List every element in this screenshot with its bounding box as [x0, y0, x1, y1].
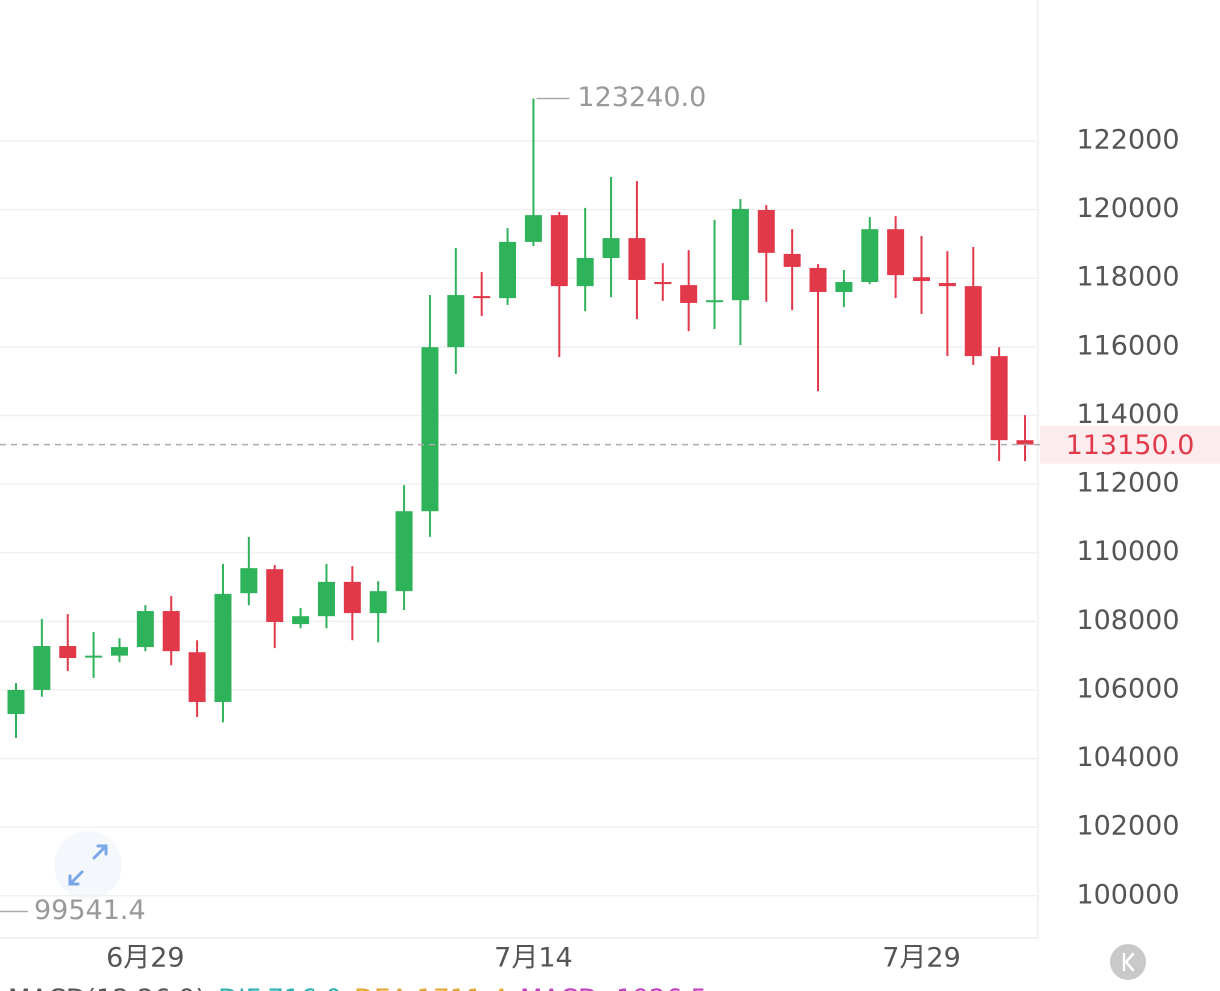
expand-icon[interactable]	[68, 844, 108, 886]
candle-body	[292, 616, 310, 625]
candle-body	[136, 611, 154, 648]
candle-body	[757, 209, 775, 253]
candle-body	[1016, 440, 1034, 445]
candle-body	[266, 569, 284, 623]
y-tick-label: 122000	[1076, 125, 1179, 156]
candle-body	[938, 283, 956, 287]
candle-body	[33, 646, 51, 690]
candle-body	[343, 581, 361, 614]
candle-body	[317, 581, 335, 617]
candle-body	[783, 253, 801, 267]
last-price-label: 113150.0	[1066, 430, 1195, 461]
candle-body	[913, 277, 931, 281]
candle-body	[628, 238, 646, 280]
last-price-box	[1040, 425, 1220, 464]
collapse-button[interactable]	[1110, 944, 1146, 980]
y-tick-label: 104000	[1076, 742, 1179, 773]
candle-body	[395, 511, 413, 592]
candle-body	[240, 568, 258, 594]
x-tick-label: 7月14	[494, 943, 573, 974]
y-tick-label: 112000	[1076, 468, 1179, 499]
y-tick-label: 118000	[1076, 262, 1179, 293]
candle-body	[499, 241, 517, 299]
candle-body	[110, 647, 128, 656]
max-annotation-label: 123240.0	[577, 82, 706, 113]
indicator-label: DEA:1711.4	[354, 985, 508, 991]
candle-body	[421, 347, 439, 512]
expand-button-bg[interactable]	[54, 831, 122, 899]
candle-body	[369, 591, 387, 614]
candle-body	[162, 611, 180, 652]
collapse-button-bg[interactable]	[1110, 944, 1146, 980]
candle-body	[473, 296, 491, 299]
y-tick-label: 102000	[1076, 811, 1179, 842]
candle-body	[59, 646, 77, 659]
candle-body	[964, 286, 982, 357]
candle-body	[576, 258, 594, 287]
expand-button[interactable]	[54, 831, 122, 899]
candle-body	[706, 300, 724, 303]
candle-body	[680, 285, 698, 303]
y-tick-label: 120000	[1076, 193, 1179, 224]
candle-body	[861, 229, 879, 283]
y-tick-label: 116000	[1076, 330, 1179, 361]
indicator-label: MACD:-1926.5	[520, 985, 707, 991]
x-tick-label: 7月29	[882, 943, 961, 974]
candle-body	[85, 655, 103, 658]
candle-body	[524, 215, 542, 242]
indicator-label: DIF:716.0	[218, 985, 342, 991]
candle-body	[550, 215, 568, 287]
y-tick-label: 114000	[1076, 399, 1179, 430]
indicator-label: MACD(12,26,9)	[8, 985, 205, 991]
x-tick-label: 6月29	[106, 943, 185, 974]
candle-body	[887, 229, 905, 276]
candle-body	[809, 267, 827, 292]
candle-body	[835, 282, 853, 292]
y-tick-label: 110000	[1076, 536, 1179, 567]
collapse-icon[interactable]	[1122, 952, 1135, 972]
candle-body	[214, 593, 232, 702]
y-tick-label: 106000	[1076, 673, 1179, 704]
candle-body	[447, 295, 465, 348]
candle-body	[602, 238, 620, 259]
candle-body	[7, 689, 25, 714]
min-annotation-label: 99541.4	[34, 895, 146, 926]
candle-body	[188, 652, 206, 702]
y-tick-label: 100000	[1076, 879, 1179, 910]
candle-body	[990, 356, 1008, 441]
candle-body	[731, 208, 749, 301]
y-tick-label: 108000	[1076, 605, 1179, 636]
candle-body	[654, 282, 672, 285]
